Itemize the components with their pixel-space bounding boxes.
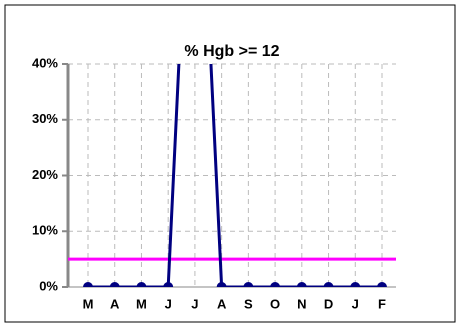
y-tick-label: 10% [32,223,58,238]
x-tick-label: M [83,296,94,311]
x-tick-label: A [110,296,120,311]
data-point [83,282,93,287]
data-point [296,282,307,287]
data-point [109,282,120,287]
x-tick-label: J [165,296,172,311]
data-point [377,282,387,287]
x-tick-label: O [270,296,280,311]
y-tick-label: 20% [32,167,58,182]
x-tick-label: J [352,296,359,311]
x-tick-label: A [217,296,227,311]
x-tick-label: N [297,296,306,311]
x-tick-label: S [244,296,253,311]
data-point [216,282,227,287]
x-tick-label: J [191,296,198,311]
x-tick-label: M [136,296,147,311]
y-tick-label: 0% [39,278,58,293]
data-point [323,282,334,287]
data-point [270,282,281,287]
data-point [163,282,174,287]
chart-title: % Hgb >= 12 [184,43,279,60]
data-point [350,282,361,287]
data-point [136,282,147,287]
y-tick-label: 30% [32,111,58,126]
y-tick-label: 40% [32,55,58,70]
plot-layer [68,64,396,287]
x-tick-label: D [324,296,333,311]
x-tick-label: F [378,296,386,311]
data-point [243,282,254,287]
